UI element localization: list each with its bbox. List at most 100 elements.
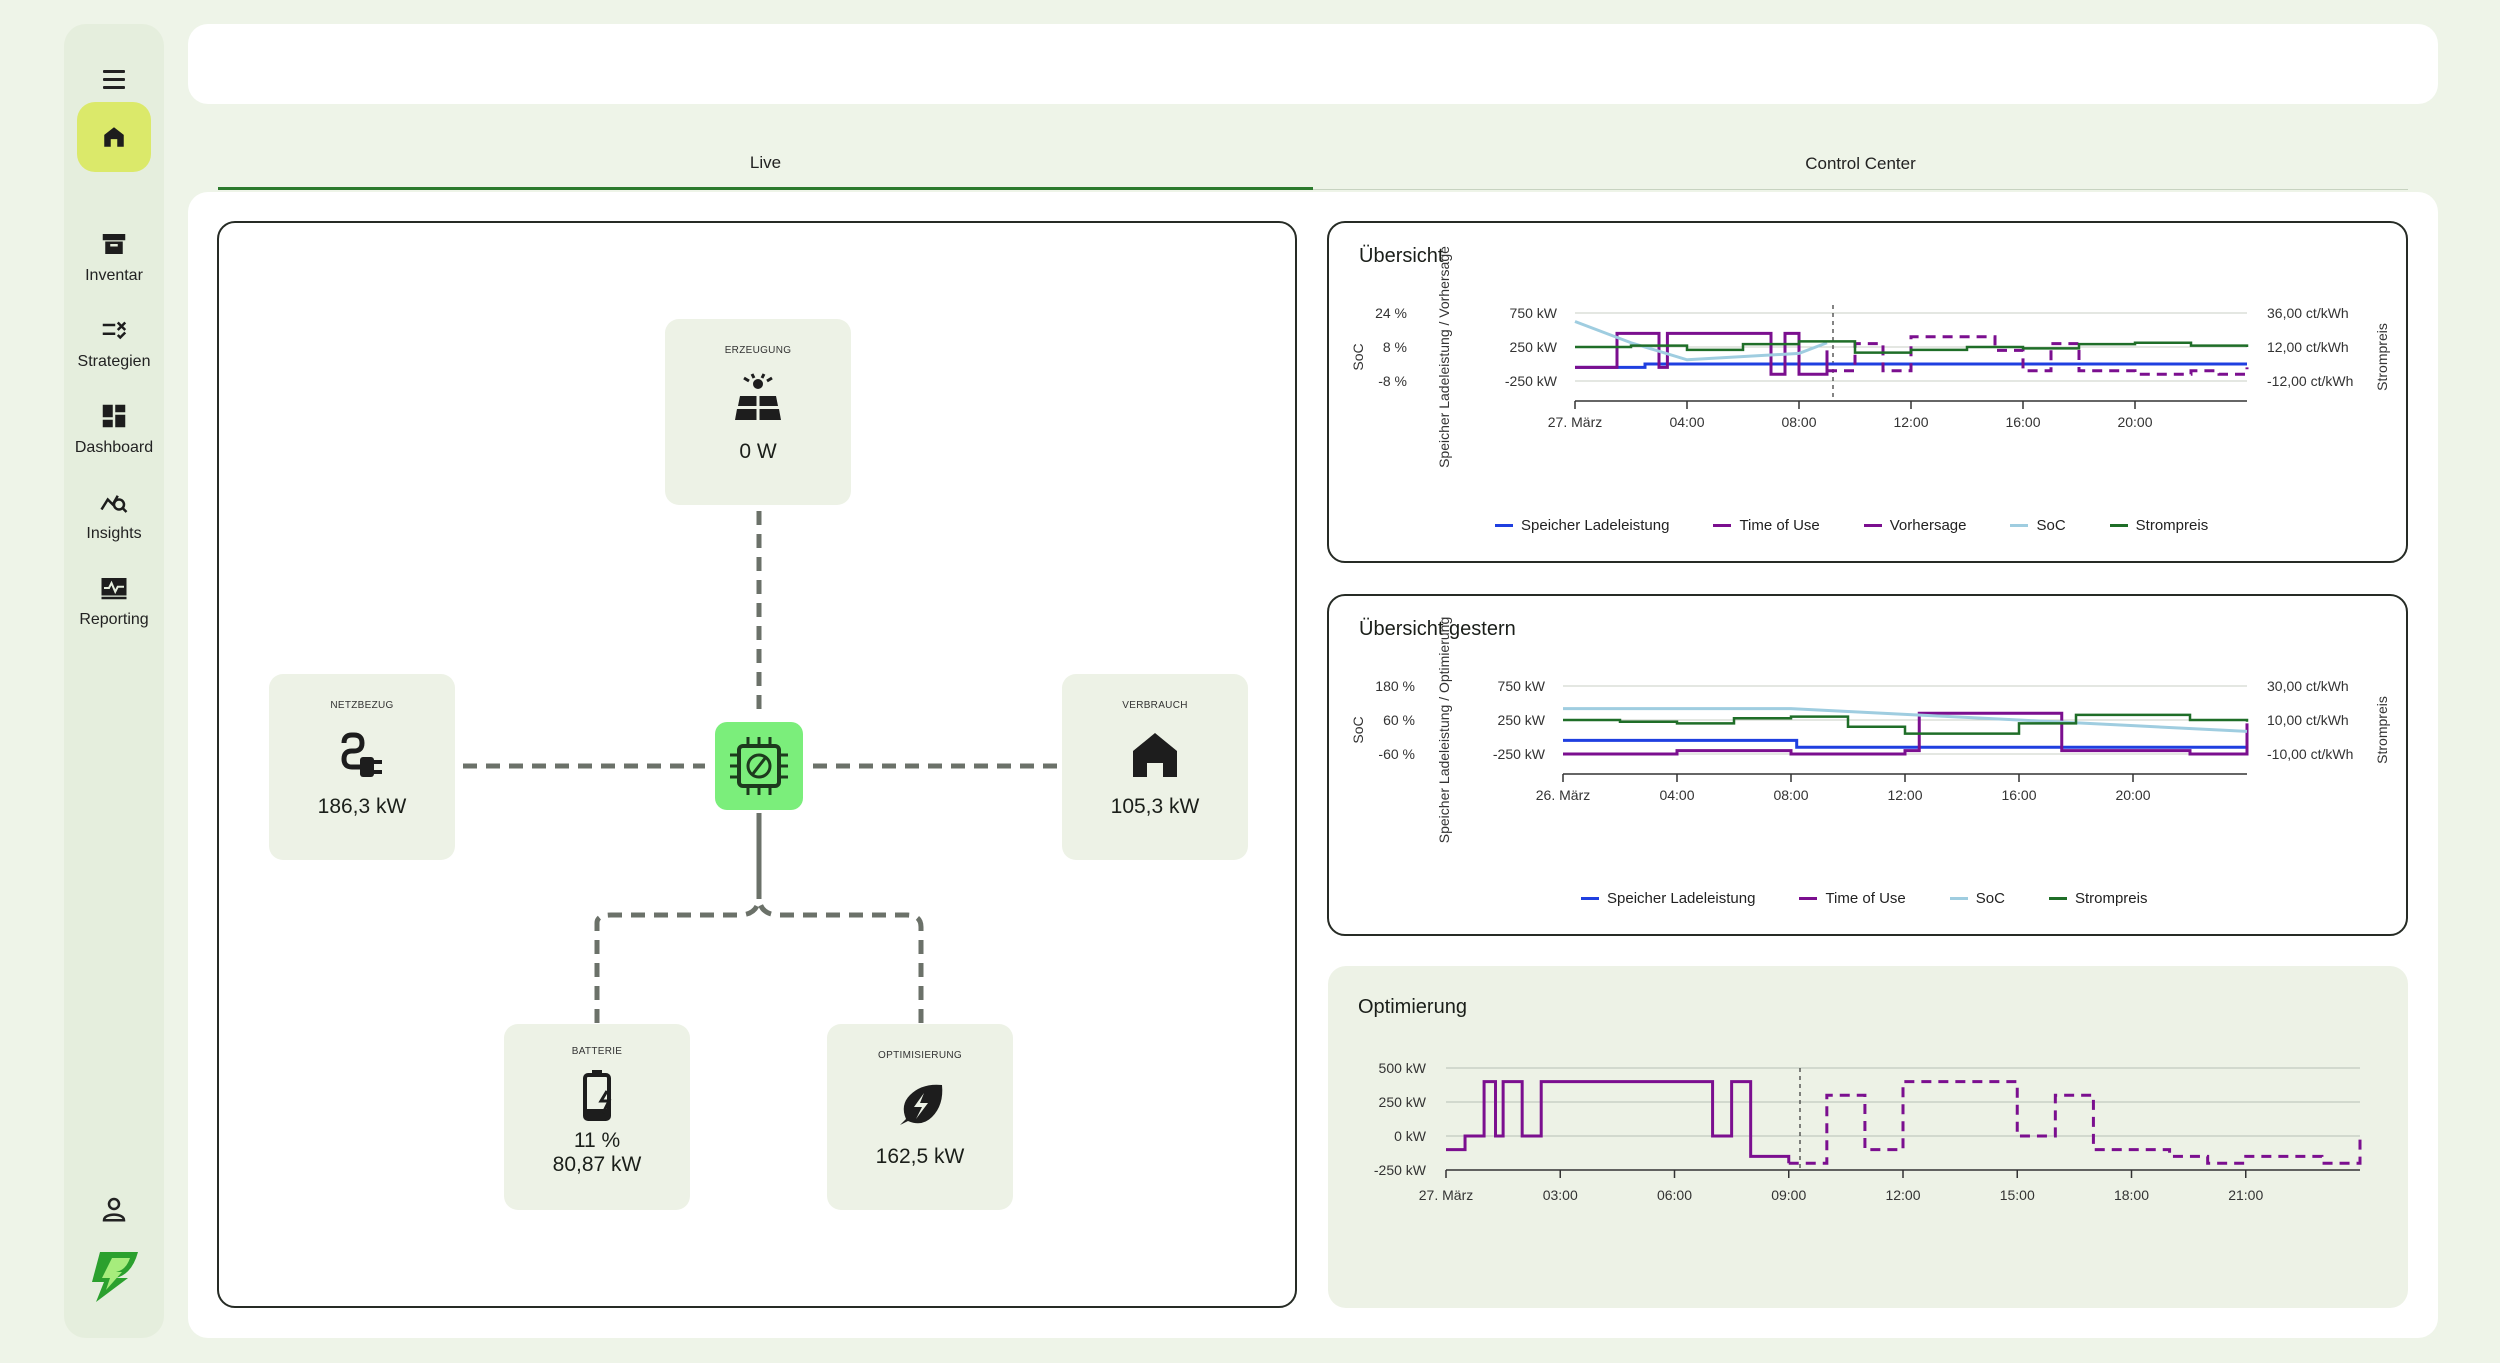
chart-panel-optimierung: Optimierung 500 kW 250 kW 0 kW -250 kW 27. M… xyxy=(1328,966,2408,1308)
node-optimisierung[interactable]: OPTIMISIERUNG 162,5 kW xyxy=(827,1024,1013,1210)
legend-swatch xyxy=(1863,524,1882,527)
sidebar-item-reporting[interactable]: Reporting xyxy=(64,573,164,629)
price-tick-label: 10,00 ct/kWh xyxy=(2267,712,2349,728)
price-tick-label: 12,00 ct/kWh xyxy=(2267,339,2349,355)
tab-live[interactable]: Live xyxy=(218,138,1313,190)
x-tick-label: 15:00 xyxy=(2000,1187,2035,1203)
legend-item[interactable]: Speicher Ladeleistung xyxy=(1581,890,1755,907)
hub-chip[interactable] xyxy=(715,722,803,810)
node-title: NETZBEZUG xyxy=(330,700,394,711)
y-axis-title-soc: SoC xyxy=(1350,716,1366,743)
legend-item[interactable]: Vorhersage xyxy=(1863,517,1966,534)
x-tick-label: 04:00 xyxy=(1659,787,1694,803)
y-tick-label: -250 kW xyxy=(1374,1162,1427,1178)
power-tick-label: 250 kW xyxy=(1498,712,1546,728)
user-icon[interactable] xyxy=(99,1194,129,1224)
series-line-time-of-use xyxy=(1563,711,2249,756)
chip-icon xyxy=(730,737,788,795)
legend-swatch xyxy=(2109,524,2128,527)
x-tick-label: 20:00 xyxy=(2115,787,2150,803)
sidebar-item-label: Strategien xyxy=(77,353,151,370)
node-erzeugung[interactable]: ERZEUGUNG 0 W xyxy=(665,319,851,505)
series-line-vorhersage xyxy=(1827,335,2249,376)
price-tick-label: 30,00 ct/kWh xyxy=(2267,678,2349,694)
sidebar-item-dashboard[interactable]: Dashboard xyxy=(64,401,164,457)
price-tick-label: -12,00 ct/kWh xyxy=(2267,373,2353,389)
legend-swatch xyxy=(2010,524,2029,527)
soc-tick-label: 8 % xyxy=(1383,339,1407,355)
x-tick-label: 03:00 xyxy=(1543,1187,1578,1203)
legend-label: SoC xyxy=(2036,517,2066,534)
node-title: VERBRAUCH xyxy=(1122,700,1188,711)
solar-panel-icon xyxy=(735,373,781,420)
legend-label: Strompreis xyxy=(2074,890,2148,907)
price-tick-label: 36,00 ct/kWh xyxy=(2267,305,2349,321)
node-value: 0 W xyxy=(739,440,777,463)
battery-soc: 11 % xyxy=(573,1129,621,1152)
top-bar xyxy=(188,24,2438,104)
y-axis-title-soc: SoC xyxy=(1350,343,1366,370)
x-tick-label: 18:00 xyxy=(2114,1187,2149,1203)
power-tick-label: 250 kW xyxy=(1510,339,1558,355)
series-line-soc xyxy=(1574,320,1828,362)
power-tick-label: -250 kW xyxy=(1493,746,1546,762)
chart-optimierung: 500 kW 250 kW 0 kW -250 kW 27. März 03:00 06:0… xyxy=(1374,1060,2362,1203)
power-tick-label: 750 kW xyxy=(1498,678,1546,694)
legend-swatch xyxy=(1495,524,1513,527)
chart-panel-uebersicht-gestern: Übersicht gestern 180 % 750 kW 30,00 ct/kW… xyxy=(1327,594,2408,936)
legend-item[interactable]: Time of Use xyxy=(1713,517,1820,534)
node-title: BATTERIE xyxy=(571,1046,623,1057)
insights-icon xyxy=(100,495,128,513)
node-batterie[interactable]: BATTERIE 11 % 80,87 kW xyxy=(504,1024,690,1210)
x-tick-label: 09:00 xyxy=(1771,1187,1806,1203)
power-tick-label: -250 kW xyxy=(1505,373,1558,389)
node-netzbezug[interactable]: NETZBEZUG 186,3 kW xyxy=(269,674,455,860)
y-tick-label: 500 kW xyxy=(1379,1060,1427,1076)
chart-uebersicht: 24 % 750 kW 36,00 ct/kWh 8 % 250 kW 12,00 ct/… xyxy=(1350,246,2390,468)
sidebar-item-inventar[interactable]: Inventar xyxy=(64,229,164,285)
tab-control-center[interactable]: Control Center xyxy=(1313,138,2408,190)
x-tick-label: 04:00 xyxy=(1669,414,1704,430)
legend-item[interactable]: Strompreis xyxy=(2109,517,2209,534)
sidebar-item-insights[interactable]: Insights xyxy=(64,487,164,543)
legend-label: Speicher Ladeleistung xyxy=(1521,517,1670,534)
legend-label: Strompreis xyxy=(2135,517,2209,534)
soc-tick-label: 60 % xyxy=(1383,712,1415,728)
series-line-speicher-ladeleistung xyxy=(1575,362,2247,369)
chart-legend: Speicher Ladeleistung Time of Use SoC Strom… xyxy=(1581,890,2191,907)
sidebar-item-strategien[interactable]: Strategien xyxy=(64,315,164,371)
y-tick-label: 250 kW xyxy=(1379,1094,1427,1110)
panel-title: Übersicht gestern xyxy=(1359,618,1516,640)
series-line-vorhersage xyxy=(1788,1080,2362,1165)
x-tick-label: 12:00 xyxy=(1893,414,1928,430)
y-axis-title-price: Strompreis xyxy=(2374,696,2390,764)
legend-item[interactable]: Speicher Ladeleistung xyxy=(1495,517,1669,534)
x-tick-label: 06:00 xyxy=(1657,1187,1692,1203)
node-value: 162,5 kW xyxy=(875,1145,965,1168)
soc-tick-label: -8 % xyxy=(1378,373,1407,389)
legend-label: SoC xyxy=(1975,890,2005,907)
x-tick-label: 12:00 xyxy=(1887,787,1922,803)
energy-flow-panel: ERZEUGUNG 0 W NETZBEZUG 186,3 kW VERBRAU… xyxy=(217,221,1297,1308)
x-tick-label: 16:00 xyxy=(2005,414,2040,430)
sidebar-item-label: Inventar xyxy=(85,267,143,284)
strategy-icon xyxy=(102,321,127,340)
legend-item[interactable]: SoC xyxy=(2010,517,2066,534)
legend-label: Time of Use xyxy=(1825,890,1906,907)
legend-item[interactable]: Strompreis xyxy=(2048,890,2148,907)
node-verbrauch[interactable]: VERBRAUCH 105,3 kW xyxy=(1062,674,1248,860)
y-tick-label: 0 kW xyxy=(1394,1128,1427,1144)
hamburger-menu-icon[interactable] xyxy=(97,62,131,96)
panel-title: Übersicht xyxy=(1359,245,1444,267)
legend-item[interactable]: SoC xyxy=(1949,890,2005,907)
legend-item[interactable]: Time of Use xyxy=(1799,890,1906,907)
node-title: ERZEUGUNG xyxy=(724,345,792,356)
y-axis-title-power: Speicher Ladeleistung / Vorhersage xyxy=(1436,246,1452,468)
flow-connections xyxy=(463,511,1059,1023)
soc-tick-label: 180 % xyxy=(1375,678,1415,694)
x-tick-label: 21:00 xyxy=(2228,1187,2263,1203)
home-button[interactable] xyxy=(77,102,151,172)
battery-charging-icon xyxy=(583,1070,612,1121)
legend-swatch xyxy=(1581,897,1599,900)
power-plug-icon xyxy=(341,732,382,777)
